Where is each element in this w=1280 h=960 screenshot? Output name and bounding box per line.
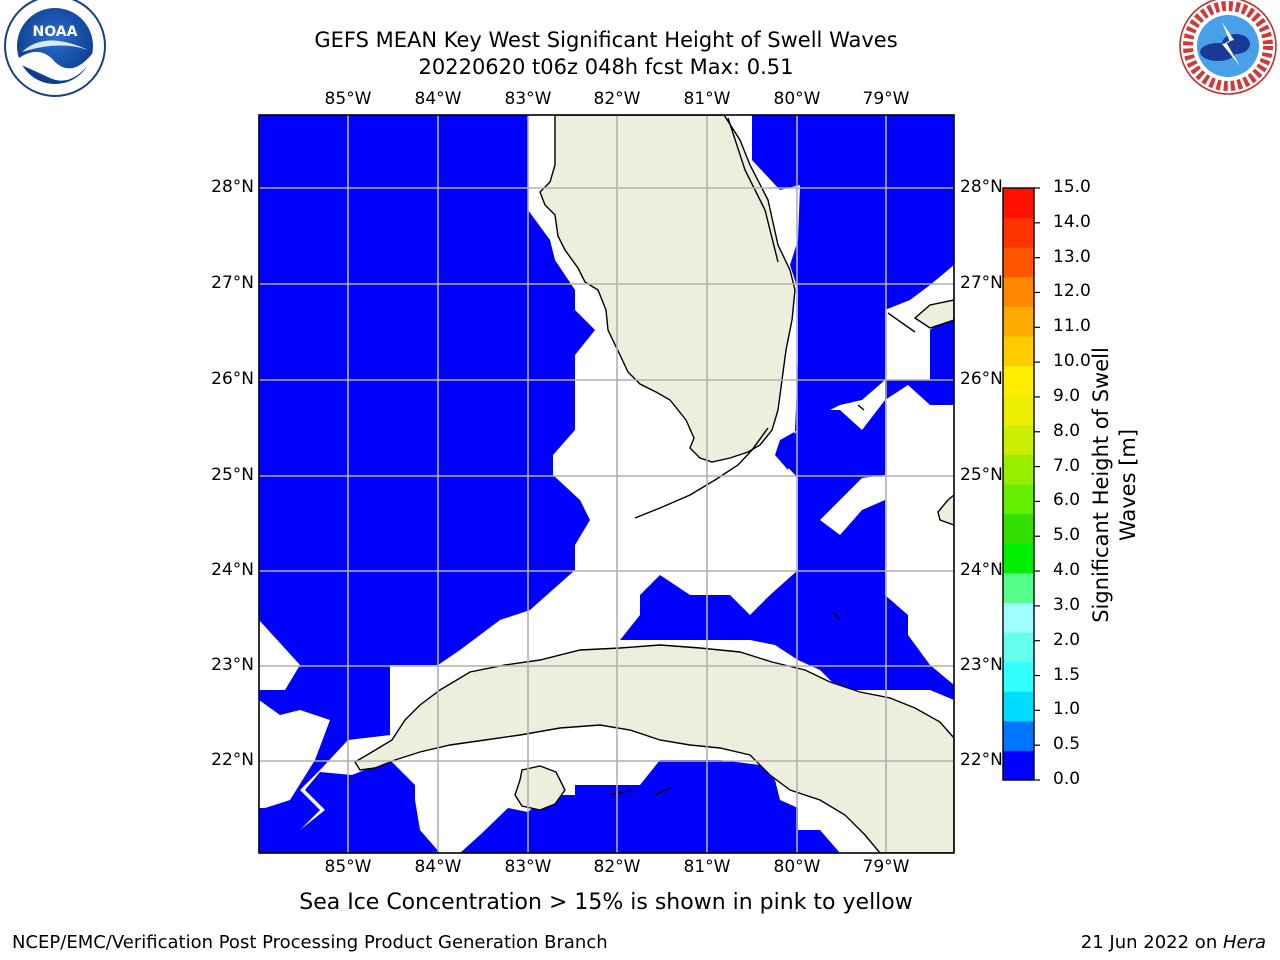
cuba — [354, 644, 954, 853]
bahamas-grand-bahama — [913, 299, 954, 329]
colorbar-band — [1003, 395, 1034, 426]
colorbar-band — [1003, 750, 1034, 781]
lat-label-right-22n: 22°N — [960, 750, 1003, 770]
colorbar-band — [1003, 720, 1034, 751]
colorbar-tick-label: 0.0 — [1053, 769, 1081, 789]
colorbar-tick-label: 1.5 — [1053, 664, 1081, 685]
colorbar-band — [1003, 365, 1034, 396]
lat-label-left-24n: 24°N — [211, 560, 254, 580]
colorbar-tick-label: 9.0 — [1053, 385, 1081, 406]
swell-field — [259, 115, 954, 853]
colorbar-tick-label: 0.5 — [1053, 734, 1081, 755]
lon-label-bottom-83w: 83°W — [504, 857, 552, 877]
colorbar-tick-label: 14.0 — [1053, 211, 1091, 232]
colorbar-band — [1003, 454, 1034, 485]
colorbar-band — [1003, 306, 1034, 337]
colorbar-band — [1003, 424, 1034, 455]
lon-label-bottom-84w: 84°W — [414, 857, 462, 877]
lon-label-top-82w: 82°W — [593, 89, 641, 109]
lon-label-top-83w: 83°W — [504, 89, 552, 109]
chart-title: GEFS MEAN Key West Significant Height of… — [314, 28, 898, 52]
generation-date: 21 Jun 2022 on Hera — [1081, 932, 1266, 953]
host-name: Hera — [1222, 932, 1266, 953]
colorbar-frame — [1002, 187, 1035, 781]
colorbar-band — [1003, 247, 1034, 278]
colorbar-tick-label: 15.0 — [1053, 177, 1091, 197]
coastline-details — [609, 117, 916, 796]
colorbar-band — [1003, 572, 1034, 603]
graticule — [259, 115, 954, 853]
lat-label-left-25n: 25°N — [211, 465, 254, 485]
colorbar-tick-label: 10.0 — [1053, 351, 1091, 372]
colorbar-title-line2: Waves [m] — [1116, 428, 1140, 542]
florida-peninsula — [539, 115, 796, 463]
producer-credit: NCEP/EMC/Verification Post Processing Pr… — [12, 932, 608, 953]
nws-logo — [1179, 0, 1277, 95]
lon-label-bottom-80w: 80°W — [773, 857, 821, 877]
bahamas-andros — [937, 494, 954, 526]
lat-label-right-23n: 23°N — [960, 655, 1003, 675]
colorbar-tick-label: 1.0 — [1053, 699, 1081, 720]
generation-date-text: 21 Jun 2022 on — [1080, 932, 1223, 953]
lon-label-top-79w: 79°W — [862, 89, 910, 109]
lon-label-top-81w: 81°W — [683, 89, 731, 109]
colorbar-band — [1003, 188, 1034, 219]
colorbar-band — [1003, 217, 1034, 248]
lon-label-bottom-85w: 85°W — [324, 857, 372, 877]
lon-label-top-85w: 85°W — [324, 89, 372, 109]
colorbar-band — [1003, 602, 1034, 633]
lat-label-right-25n: 25°N — [960, 465, 1003, 485]
colorbar-tick-label: 7.0 — [1053, 455, 1081, 476]
colorbar-band — [1003, 484, 1034, 515]
map-panel — [259, 115, 954, 853]
lat-label-right-26n: 26°N — [960, 369, 1003, 389]
sea-ice-note: Sea Ice Concentration > 15% is shown in … — [299, 890, 913, 915]
colorbar-band — [1003, 276, 1034, 307]
lat-label-left-28n: 28°N — [211, 177, 254, 197]
colorbar-band — [1003, 632, 1034, 663]
lat-label-left-22n: 22°N — [211, 750, 254, 770]
colorbar-title-line1: Significant Height of Swell — [1089, 347, 1113, 623]
colorbar-tick-label: 6.0 — [1053, 490, 1081, 511]
chart-subtitle: 20220620 t06z 048h fcst Max: 0.51 — [418, 55, 794, 79]
colorbar-tick-label: 3.0 — [1053, 594, 1081, 615]
colorbar-band — [1003, 543, 1034, 574]
colorbar-tick-label: 13.0 — [1053, 246, 1091, 267]
colorbar-tick-label: 4.0 — [1053, 560, 1081, 581]
lat-label-right-27n: 27°N — [960, 273, 1003, 293]
lon-label-bottom-81w: 81°W — [683, 857, 731, 877]
colorbar-band — [1003, 691, 1034, 722]
colorbar-band — [1003, 513, 1034, 544]
colorbar-tick-label: 2.0 — [1053, 629, 1081, 650]
lon-label-top-84w: 84°W — [414, 89, 462, 109]
lon-label-top-80w: 80°W — [773, 89, 821, 109]
colorbar — [1003, 187, 1040, 781]
lon-label-bottom-82w: 82°W — [593, 857, 641, 877]
lon-label-bottom-79w: 79°W — [862, 857, 910, 877]
map-frame — [258, 114, 955, 854]
lat-label-left-27n: 27°N — [211, 273, 254, 293]
colorbar-tick-label: 12.0 — [1053, 281, 1091, 302]
colorbar-band — [1003, 661, 1034, 692]
noaa-logo-text: NOAA — [33, 24, 78, 40]
colorbar-tick-label: 5.0 — [1053, 525, 1081, 546]
noaa-logo: NOAA — [4, 0, 106, 97]
lat-label-left-26n: 26°N — [211, 369, 254, 389]
colorbar-tick-label: 8.0 — [1053, 420, 1081, 441]
colorbar-band — [1003, 336, 1034, 367]
lat-label-left-23n: 23°N — [211, 655, 254, 675]
colorbar-tick-label: 11.0 — [1053, 316, 1091, 337]
lat-label-right-28n: 28°N — [960, 177, 1003, 197]
lat-label-right-24n: 24°N — [960, 560, 1003, 580]
